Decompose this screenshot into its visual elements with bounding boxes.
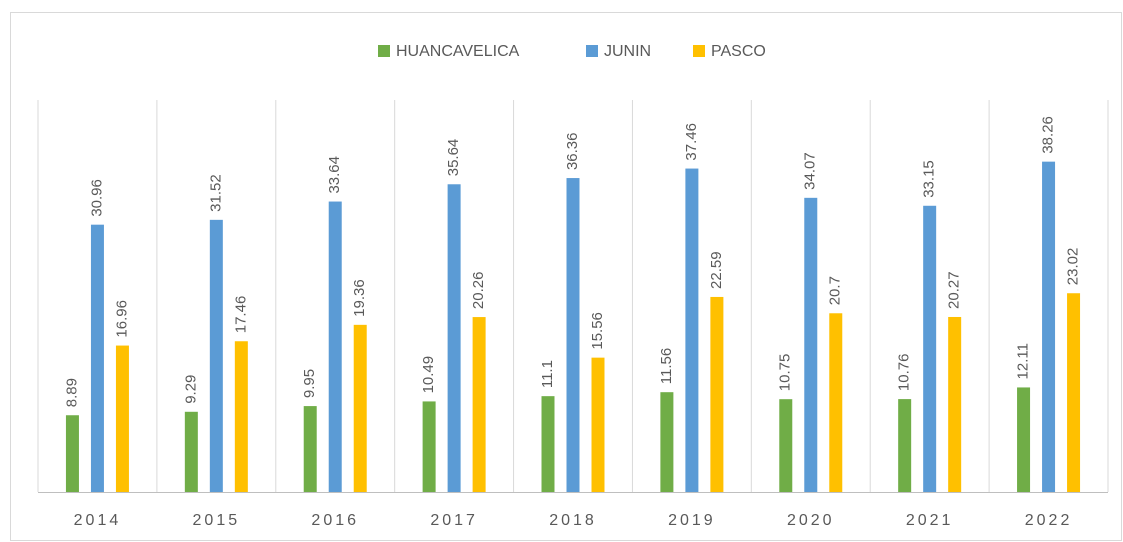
data-label: 37.46 [683,123,700,161]
bar [710,296,724,492]
data-label: 8.89 [63,378,80,407]
x-tick-label: 2021 [906,512,954,529]
bar [566,178,580,492]
bar [65,415,79,492]
bar [184,411,198,492]
bar [234,341,248,492]
bar [447,184,461,492]
bar [898,399,912,492]
bar [923,205,937,492]
data-label: 11.1 [539,360,556,388]
bar [591,357,605,492]
bar [948,316,962,492]
bar [115,345,129,492]
data-label: 17.46 [232,296,249,334]
data-label: 22.59 [708,251,725,289]
data-label: 19.36 [351,279,368,317]
x-tick-label: 2017 [430,512,478,529]
bar [1067,293,1081,492]
x-tick-label: 2016 [311,512,359,529]
data-label: 10.76 [896,354,913,392]
bar [541,396,555,492]
legend-label: JUNIN [604,43,651,60]
bar [90,224,104,492]
chart-border [10,12,1122,541]
data-label: 36.36 [564,133,581,171]
data-label: 33.64 [326,156,343,194]
x-tick-label: 2018 [549,512,597,529]
bar [209,219,223,492]
bar [472,317,486,492]
x-tick-label: 2019 [668,512,716,529]
legend-swatch [378,45,390,57]
data-label: 20.26 [470,272,487,310]
data-label: 20.7 [827,276,844,305]
bar [660,392,674,492]
x-tick-label: 2014 [74,512,122,529]
bar [779,399,793,492]
data-label: 35.64 [445,139,462,177]
bar [1017,387,1031,492]
legend-swatch [586,45,598,57]
data-label: 9.29 [182,375,199,404]
data-label: 23.02 [1065,248,1082,286]
bar [303,406,317,492]
bar [804,197,818,492]
data-label: 34.07 [802,152,819,190]
data-label: 16.96 [113,300,130,338]
x-tick-label: 2020 [787,512,835,529]
legend-label: HUANCAVELICA [396,43,520,60]
bar [353,324,367,492]
bar [1042,161,1056,492]
bar [328,201,342,492]
data-label: 38.26 [1040,116,1057,154]
bar [829,313,843,492]
data-label: 33.15 [921,160,938,198]
bar [685,168,699,492]
data-label: 9.95 [301,369,318,398]
x-tick-label: 2015 [193,512,241,529]
data-label: 10.75 [777,354,794,392]
bar [422,401,436,492]
data-label: 31.52 [207,174,224,212]
x-tick-label: 2022 [1025,512,1073,529]
legend-swatch [693,45,705,57]
legend-label: PASCO [711,43,766,60]
data-label: 10.49 [420,356,437,394]
data-label: 15.56 [589,312,606,350]
data-label: 20.27 [946,271,963,309]
data-label: 30.96 [88,179,105,217]
data-label: 11.56 [658,348,675,384]
data-label: 12.11 [1015,343,1032,379]
